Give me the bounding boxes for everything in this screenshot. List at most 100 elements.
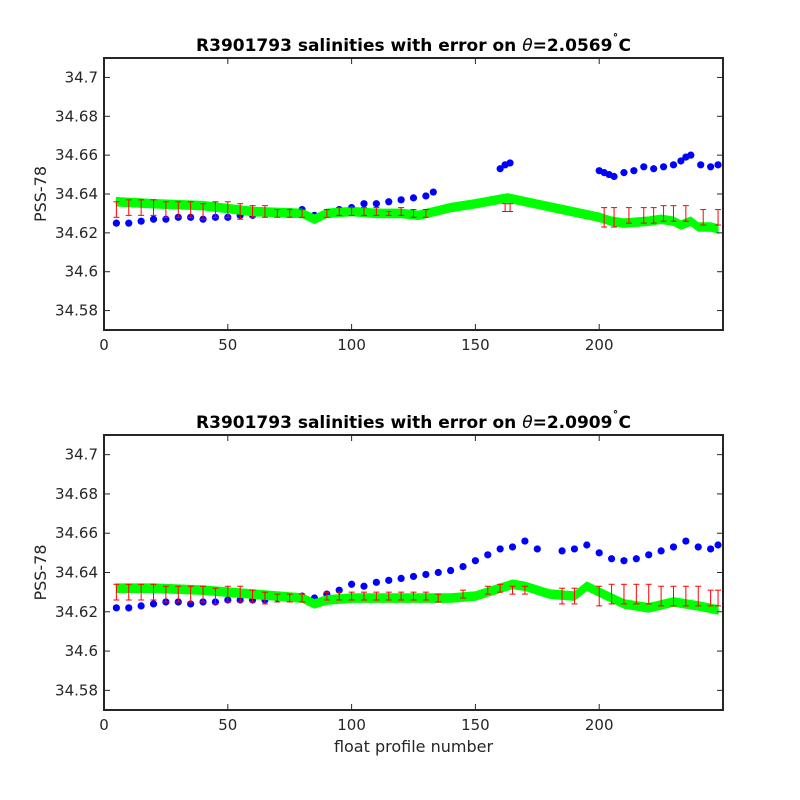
chart-title-theta: θ: [522, 413, 533, 433]
error-bar: [224, 201, 231, 218]
error-bar: [410, 209, 417, 218]
chart-title: R3901793 salinities with error on θ=2.09…: [196, 409, 631, 433]
error-bar: [299, 209, 306, 218]
y-tick-label: 34.66: [55, 524, 98, 542]
float-salinity-point: [650, 165, 658, 173]
float-salinity-point: [429, 188, 437, 196]
y-tick-label: 34.6: [65, 263, 98, 281]
error-bar: [249, 205, 256, 218]
float-salinity-point: [607, 555, 616, 563]
float-salinity-point: [112, 604, 120, 612]
y-tick-label: 34.64: [55, 185, 98, 203]
error-bar: [700, 209, 707, 226]
error-bar: [175, 201, 182, 218]
error-bar: [660, 205, 667, 222]
error-bar: [274, 593, 281, 603]
y-tick-label: 34.58: [55, 302, 98, 320]
float-salinity-point: [137, 602, 145, 610]
y-axis-label: PSS-78: [31, 544, 50, 600]
float-salinity-point: [112, 219, 120, 227]
error-bar: [608, 583, 615, 605]
error-bar: [682, 205, 689, 222]
error-bar: [261, 205, 268, 218]
float-salinity-point: [471, 557, 479, 565]
y-tick-label: 34.62: [55, 603, 98, 621]
error-bar: [200, 585, 207, 603]
float-salinity-point: [397, 196, 405, 204]
float-salinity-point: [707, 163, 715, 171]
error-bar: [348, 207, 355, 216]
chart-title-unit: C: [618, 413, 630, 433]
chart-title-value: =2.0909: [533, 413, 613, 433]
float-salinity-point: [583, 541, 591, 549]
float-salinity-point: [640, 163, 648, 171]
error-bar: [336, 591, 343, 601]
error-bar: [113, 201, 120, 218]
x-tick-label: 200: [585, 716, 614, 734]
x-tick-label: 50: [218, 336, 237, 354]
chart-title-value: =2.0569: [533, 36, 613, 56]
float-salinity-point: [496, 165, 504, 173]
error-bar: [385, 591, 392, 601]
error-bar: [707, 589, 714, 607]
error-bar: [336, 207, 343, 216]
y-tick-label: 34.62: [55, 224, 98, 242]
float-salinity-point: [570, 545, 579, 553]
float-salinity-point: [372, 578, 380, 586]
error-bar: [237, 585, 244, 603]
top-plot: 0 50 100 150 200 34.58 34.6 34.62 34.64 34.66 34.6…: [31, 32, 724, 354]
float-salinity-point: [632, 555, 640, 563]
float-salinity-point: [659, 163, 668, 171]
float-salinity-point: [610, 172, 618, 181]
error-bar: [645, 583, 652, 605]
error-bar: [601, 207, 608, 228]
float-salinity-point: [714, 161, 722, 169]
chart-title: R3901793 salinities with error on θ=2.05…: [196, 32, 631, 56]
error-bar: [398, 591, 405, 601]
float-salinity-point: [137, 217, 145, 225]
float-salinity-point: [521, 537, 529, 545]
error-bar: [422, 591, 429, 601]
error-bar: [695, 585, 702, 607]
float-salinity-point: [422, 192, 430, 200]
error-bar: [422, 209, 429, 218]
y-tick-label: 34.66: [55, 146, 98, 164]
error-bar: [187, 585, 194, 603]
chart-title-unit: C: [618, 36, 630, 56]
x-tick-label: 0: [99, 716, 109, 734]
x-tick-label: 100: [337, 336, 366, 354]
x-tick-label: 200: [585, 336, 614, 354]
error-bar: [187, 201, 194, 218]
error-bar: [360, 591, 367, 601]
float-salinity-point: [125, 604, 133, 612]
error-bar: [633, 583, 640, 605]
x-axis-label: float profile number: [334, 737, 494, 756]
error-bar: [625, 207, 632, 224]
error-bar: [460, 589, 467, 599]
x-tick-label: 100: [337, 716, 366, 734]
float-salinity-point: [360, 200, 368, 208]
float-salinity-point: [372, 200, 380, 208]
plot-area: [104, 58, 723, 330]
chart-title-degree: ˚: [612, 32, 618, 47]
x-tick-label: 50: [218, 716, 237, 734]
float-salinity-point: [657, 547, 665, 555]
climatology-band: [115, 579, 719, 615]
float-salinity-point: [687, 151, 695, 159]
float-salinity-point: [447, 566, 455, 575]
float-salinity-point: [434, 568, 442, 577]
error-bar: [410, 591, 417, 601]
chart-title-prefix: R3901793 salinities with error on: [196, 413, 522, 433]
y-tick-label: 34.7: [65, 446, 98, 464]
float-salinity-point: [508, 543, 517, 551]
float-salinity-point: [348, 580, 356, 588]
error-bar: [261, 591, 268, 605]
float-salinity-point: [620, 557, 628, 565]
error-bar: [398, 207, 405, 216]
error-bar: [484, 585, 491, 595]
float-salinity-point: [459, 563, 467, 571]
error-bar: [670, 585, 677, 607]
error-bar: [658, 585, 665, 607]
error-bar: [611, 207, 618, 228]
